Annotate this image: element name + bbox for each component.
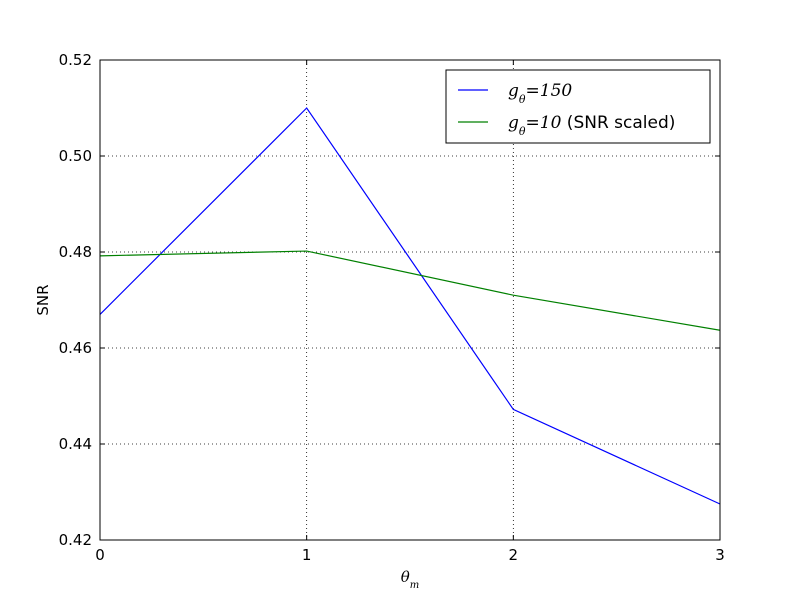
legend-entry-note-1: (SNR scaled) bbox=[561, 113, 675, 133]
legend-box bbox=[445, 69, 711, 144]
axis-ticks: 0 1 2 3 0.42 0.44 0.46 0.48 0.50 0.52 bbox=[59, 51, 725, 564]
y-tick-label-5: 0.52 bbox=[59, 51, 92, 69]
y-tick-label-4: 0.50 bbox=[59, 147, 92, 165]
legend-entry-symbol-0: g bbox=[508, 81, 519, 101]
y-tick-label-0: 0.42 bbox=[59, 531, 92, 549]
y-axis-label: SNR bbox=[34, 284, 52, 315]
series-line-1 bbox=[99, 250, 721, 331]
x-axis-label-symbol: θ bbox=[401, 568, 410, 586]
legend-entry-subscript-0: θ bbox=[519, 93, 526, 106]
legend-entry-symbol-1: g bbox=[508, 113, 519, 133]
legend-entry-subscript-1: θ bbox=[519, 125, 526, 138]
x-tick-label-0: 0 bbox=[95, 546, 105, 564]
y-tick-label-1: 0.44 bbox=[59, 435, 92, 453]
x-tick-label-2: 2 bbox=[509, 546, 519, 564]
legend-entry-0: gθ=150 bbox=[508, 81, 572, 106]
y-tick-label-3: 0.48 bbox=[59, 243, 92, 261]
legend-entry-1: gθ=10 (SNR scaled) bbox=[508, 113, 675, 138]
plot-frame bbox=[99, 59, 721, 541]
x-tick-label-3: 3 bbox=[715, 546, 725, 564]
series-line-0 bbox=[99, 107, 721, 505]
x-tick-label-1: 1 bbox=[302, 546, 312, 564]
legend-entry-value-1: =10 bbox=[526, 113, 562, 133]
x-axis-label: θm bbox=[401, 568, 420, 591]
series-lines bbox=[99, 107, 721, 505]
x-axis-label-subscript: m bbox=[410, 580, 419, 591]
legend-entry-value-0: =150 bbox=[526, 81, 573, 101]
y-tick-label-2: 0.46 bbox=[59, 339, 92, 357]
